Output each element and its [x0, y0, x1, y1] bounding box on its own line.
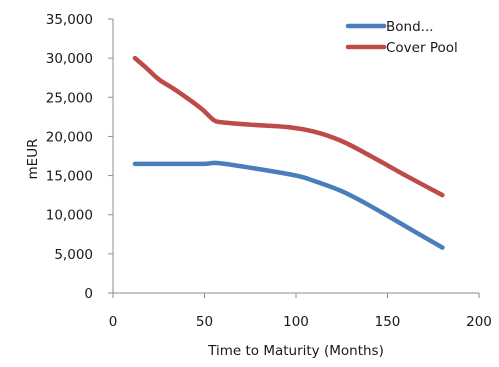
legend: Bond... Cover Pool — [345, 19, 458, 56]
series-layer — [132, 55, 445, 250]
x-tick-label: 200 — [466, 314, 492, 330]
x-tick-label: 150 — [375, 314, 401, 330]
y-axis-title: mEUR — [25, 139, 41, 180]
y-tick-label: 20,000 — [46, 129, 93, 145]
x-ticks: 0 50 100 150 200 — [109, 293, 492, 330]
x-axis-title: Time to Maturity (Months) — [207, 343, 384, 359]
y-tick-label: 25,000 — [46, 90, 93, 106]
y-tick-label: 15,000 — [46, 169, 93, 185]
axes: 0 50 100 150 200 0 5,000 10,000 15,000 20,000 25,… — [46, 12, 492, 330]
y-tick-label: 30,000 — [46, 51, 93, 67]
series-line-bond — [132, 160, 445, 250]
x-tick-label: 50 — [196, 314, 213, 330]
x-tick-label: 0 — [109, 314, 118, 330]
x-tick-label: 100 — [283, 314, 309, 330]
legend-label-cover-pool: Cover Pool — [386, 40, 458, 56]
y-ticks: 0 5,000 10,000 15,000 20,000 25,000 30,000 35,0… — [46, 12, 113, 302]
series-line-cover-pool — [132, 55, 445, 198]
y-tick-label: 35,000 — [46, 12, 93, 28]
y-tick-label: 0 — [84, 286, 93, 302]
y-tick-label: 10,000 — [46, 208, 93, 224]
legend-label-bond: Bond... — [386, 19, 434, 35]
y-tick-label: 5,000 — [54, 247, 93, 263]
